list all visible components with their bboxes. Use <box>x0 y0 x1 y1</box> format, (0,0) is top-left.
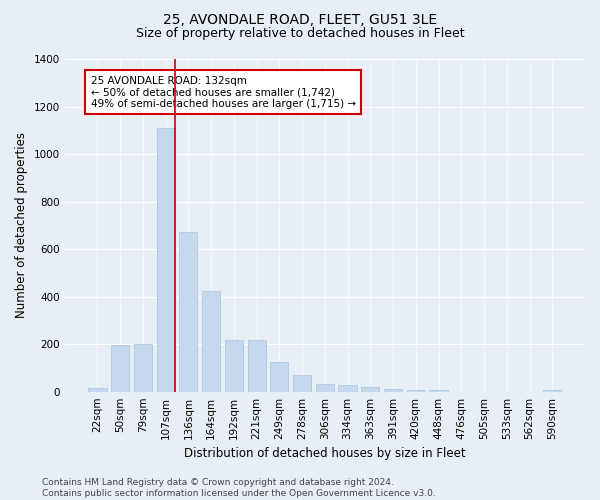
Bar <box>202 290 220 392</box>
X-axis label: Distribution of detached houses by size in Fleet: Distribution of detached houses by size … <box>184 447 466 460</box>
Bar <box>430 390 448 392</box>
Text: Size of property relative to detached houses in Fleet: Size of property relative to detached ho… <box>136 28 464 40</box>
Bar <box>248 340 266 392</box>
Bar <box>179 232 197 392</box>
Bar <box>316 384 334 392</box>
Text: 25, AVONDALE ROAD, FLEET, GU51 3LE: 25, AVONDALE ROAD, FLEET, GU51 3LE <box>163 12 437 26</box>
Bar <box>157 128 175 392</box>
Bar <box>270 362 289 392</box>
Bar <box>293 375 311 392</box>
Bar <box>361 388 379 392</box>
Bar <box>88 388 107 392</box>
Bar <box>111 346 129 392</box>
Text: Contains HM Land Registry data © Crown copyright and database right 2024.
Contai: Contains HM Land Registry data © Crown c… <box>42 478 436 498</box>
Bar <box>134 344 152 392</box>
Text: 25 AVONDALE ROAD: 132sqm
← 50% of detached houses are smaller (1,742)
49% of sem: 25 AVONDALE ROAD: 132sqm ← 50% of detach… <box>91 76 356 109</box>
Y-axis label: Number of detached properties: Number of detached properties <box>15 132 28 318</box>
Bar <box>338 385 356 392</box>
Bar <box>225 340 243 392</box>
Bar <box>384 389 402 392</box>
Bar <box>543 390 562 392</box>
Bar <box>407 390 425 392</box>
